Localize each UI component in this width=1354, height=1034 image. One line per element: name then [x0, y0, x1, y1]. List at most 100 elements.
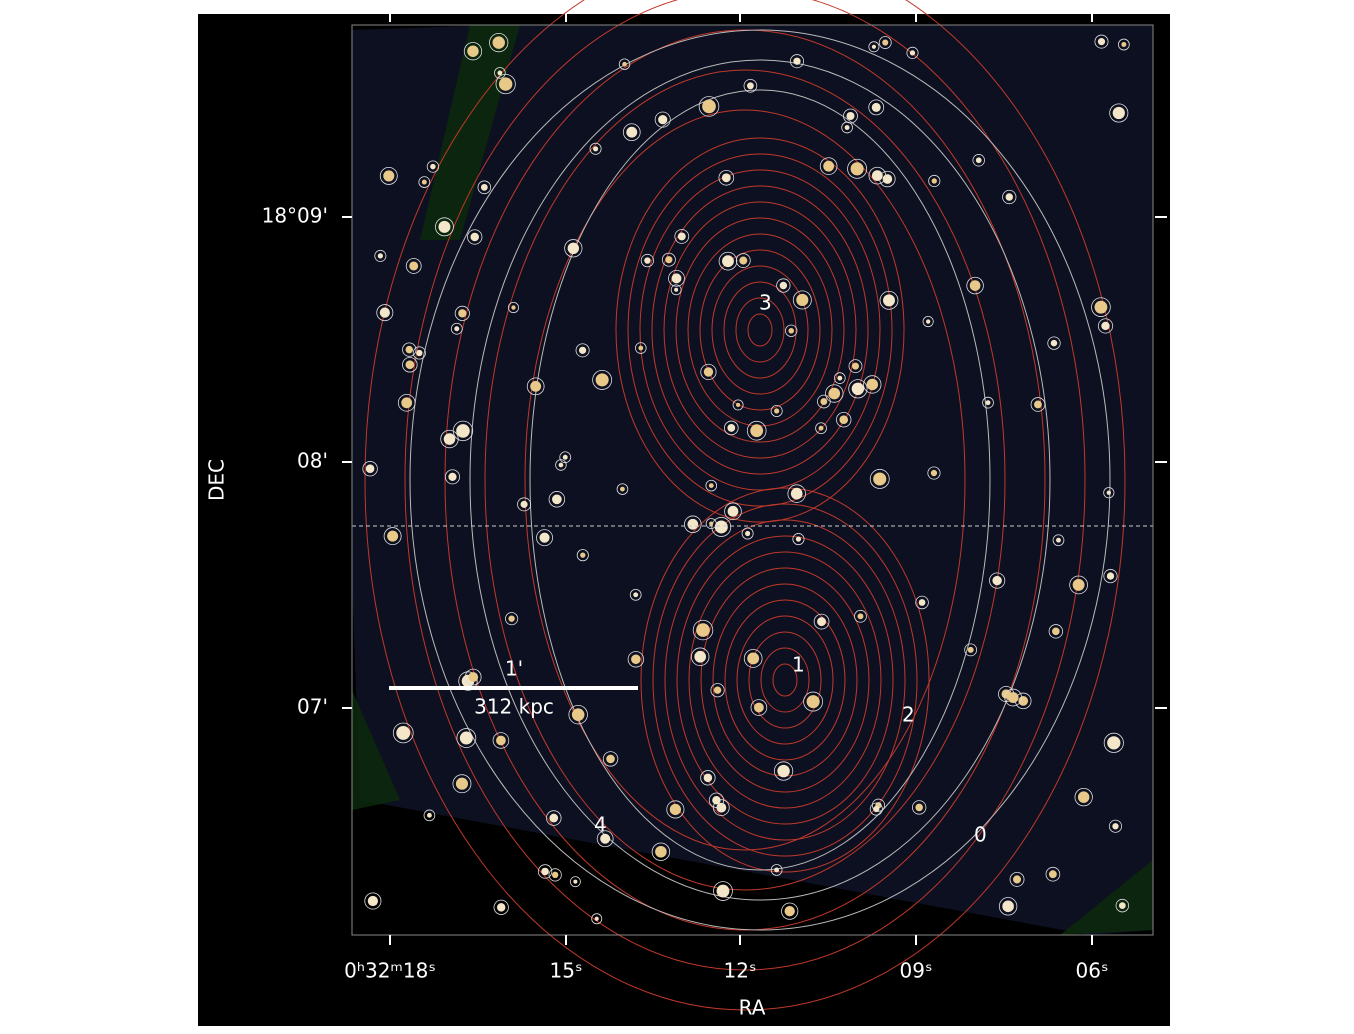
- source: [712, 796, 721, 805]
- red-contour: [711, 265, 809, 395]
- source: [595, 373, 609, 387]
- source-contour: [743, 649, 763, 668]
- source: [747, 652, 760, 665]
- source-contour: [1108, 819, 1123, 833]
- source: [498, 77, 513, 91]
- source: [1013, 875, 1022, 884]
- scale-distance: 312 kpc: [474, 695, 554, 719]
- source-contour: [705, 518, 717, 530]
- source: [745, 530, 751, 537]
- source-contour: [405, 258, 422, 274]
- source: [1106, 490, 1111, 495]
- source: [750, 424, 764, 438]
- source-contour: [661, 252, 676, 267]
- source: [1018, 696, 1029, 706]
- source-contour: [668, 270, 685, 287]
- source-contour: [379, 166, 398, 185]
- source: [1052, 627, 1060, 636]
- x-tick-label: 12ˢ: [724, 959, 757, 983]
- source-contour: [700, 363, 717, 381]
- source-contour: [493, 899, 509, 915]
- source: [496, 903, 506, 912]
- source: [552, 494, 562, 505]
- source-contour: [458, 671, 478, 691]
- source-contour: [1002, 189, 1017, 205]
- source: [703, 773, 713, 783]
- source-contour: [871, 798, 885, 812]
- source: [467, 45, 479, 57]
- source-contour: [1091, 297, 1111, 317]
- source-contour: [972, 154, 985, 167]
- source-contour: [555, 459, 567, 471]
- source: [850, 162, 864, 176]
- source: [558, 462, 564, 468]
- source-contour: [789, 54, 805, 69]
- source: [511, 305, 516, 310]
- source: [631, 654, 641, 665]
- source-contour: [848, 359, 863, 374]
- source: [871, 102, 881, 112]
- source-contour: [397, 393, 416, 412]
- source: [796, 293, 809, 307]
- source: [459, 731, 473, 745]
- source-contour: [982, 396, 994, 409]
- source: [1112, 106, 1125, 120]
- source: [421, 179, 427, 185]
- source: [551, 871, 559, 879]
- source-contour: [1045, 866, 1061, 882]
- source-contour: [1097, 318, 1114, 334]
- sources: [362, 33, 1130, 925]
- source: [1094, 300, 1108, 314]
- source: [721, 173, 731, 183]
- source: [1007, 692, 1019, 703]
- source-contour: [591, 913, 603, 925]
- red-contour: [651, 185, 869, 475]
- source-contour: [732, 399, 744, 411]
- source-contour: [494, 67, 506, 79]
- source-contour: [426, 160, 440, 173]
- source: [736, 402, 741, 407]
- source: [883, 294, 895, 307]
- source: [1119, 902, 1126, 909]
- source: [401, 397, 413, 409]
- contours: [364, 0, 1126, 1011]
- marker-label: 3: [759, 291, 772, 315]
- source-contour: [376, 304, 394, 322]
- source: [669, 803, 681, 816]
- source: [753, 702, 764, 713]
- source: [638, 345, 644, 351]
- source: [975, 157, 982, 164]
- source: [873, 472, 887, 486]
- source-contour: [456, 728, 477, 748]
- source: [396, 725, 411, 740]
- source: [438, 220, 451, 233]
- source-contour: [815, 422, 827, 435]
- source: [677, 232, 686, 241]
- source: [671, 273, 682, 284]
- source: [746, 82, 754, 90]
- source: [539, 532, 550, 543]
- source: [702, 99, 716, 114]
- source-contour: [1009, 872, 1025, 887]
- source: [416, 349, 423, 357]
- source: [541, 867, 549, 876]
- x-tick-label: 15ˢ: [550, 959, 583, 983]
- source: [703, 367, 714, 377]
- edge: [420, 25, 520, 240]
- source: [454, 326, 460, 332]
- red-contour: [736, 615, 834, 745]
- source-contour: [1103, 569, 1118, 584]
- source-contour: [526, 377, 545, 396]
- source-contour: [402, 357, 418, 373]
- source-contour: [869, 469, 890, 489]
- source-contour: [374, 249, 387, 262]
- source: [448, 472, 457, 481]
- source-contour: [1052, 534, 1065, 547]
- source-contour: [517, 497, 532, 512]
- source: [992, 575, 1002, 586]
- source: [817, 617, 827, 627]
- source-contour: [564, 239, 583, 258]
- source-contour: [690, 647, 710, 666]
- red-contour: [723, 281, 797, 379]
- source-contour: [700, 770, 716, 786]
